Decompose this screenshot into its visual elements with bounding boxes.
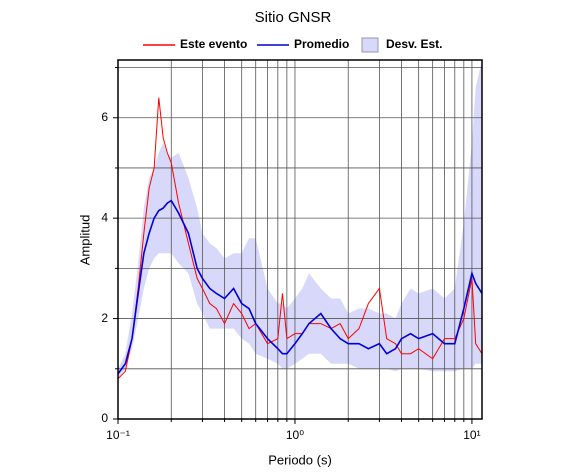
std-band	[118, 60, 482, 379]
legend-label: Desv. Est.	[386, 37, 442, 51]
x-tick-label: 10⁻¹	[106, 428, 130, 442]
y-tick-label: 0	[101, 411, 108, 425]
series-line	[117, 199, 483, 375]
legend-label: Promedio	[294, 37, 349, 51]
legend-label: Este evento	[180, 37, 247, 51]
legend-swatch	[361, 37, 379, 53]
chart-title: Sitio GNSR	[255, 9, 332, 26]
x-axis-label: Periodo (s)	[268, 452, 332, 467]
y-tick-label: 2	[101, 311, 108, 325]
x-tick-label: 10¹	[463, 428, 480, 442]
series-line	[117, 97, 483, 380]
y-tick-label: 4	[101, 210, 108, 224]
x-tick-label: 10⁰	[286, 428, 304, 442]
y-tick-label: 6	[101, 110, 108, 124]
plot-frame	[117, 59, 483, 420]
y-axis-label: Amplitud	[77, 215, 92, 266]
